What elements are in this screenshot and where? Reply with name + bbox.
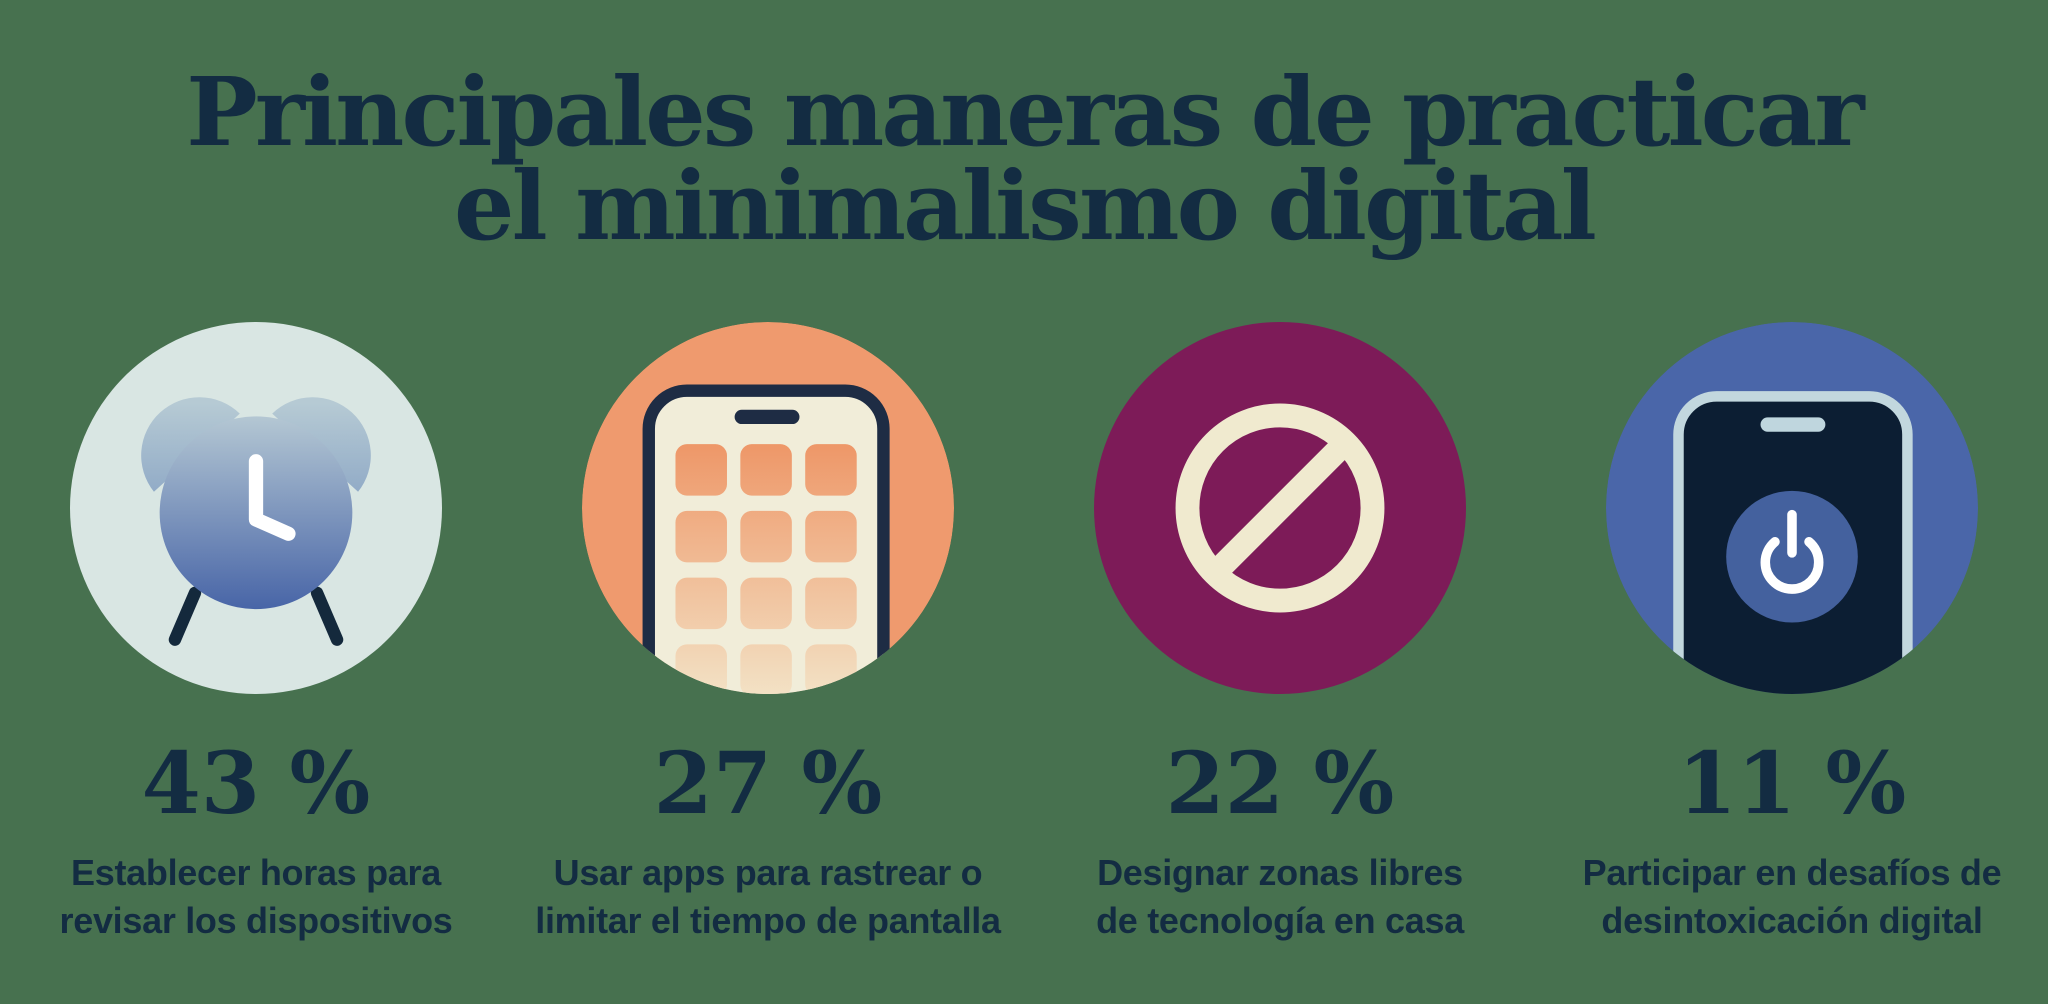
stat-percent: 43 %	[141, 734, 371, 834]
phone-app-grid-svg	[582, 322, 954, 694]
stats-row: 43 % Establecer horas para revisar los d…	[0, 322, 2048, 945]
stat-label: Participar en desafíos de desintoxicació…	[1582, 852, 2002, 941]
stat-item-set-hours: 43 % Establecer horas para revisar los d…	[0, 322, 512, 945]
app-grid	[675, 444, 857, 694]
clock-leg-left	[168, 586, 202, 646]
prohibition-ring	[1175, 403, 1385, 613]
prohibition-icon	[1094, 322, 1466, 694]
prohibition-svg	[1094, 322, 1466, 694]
stat-label: Establecer horas para revisar los dispos…	[59, 852, 453, 941]
stat-item-digital-detox: 11 % Participar en desafíos de desintoxi…	[1536, 322, 2048, 945]
clock-hands	[248, 454, 296, 541]
stat-percent: 11 %	[1677, 734, 1907, 834]
phone-speaker	[734, 409, 800, 425]
alarm-clock-icon	[70, 322, 442, 694]
phone-power-svg	[1606, 322, 1978, 694]
title-line-1: Principales maneras de practicar	[186, 57, 1864, 168]
stat-percent: 27 %	[653, 734, 883, 834]
prohibition-slash	[1205, 433, 1355, 583]
clock-leg-right	[310, 586, 344, 646]
stat-item-screen-time-apps: 27 % Usar apps para rastrear o limitar e…	[512, 322, 1024, 945]
alarm-clock-svg	[70, 322, 442, 694]
phone-speaker	[1760, 417, 1826, 432]
phone-app-grid-icon	[582, 322, 954, 694]
page-title: Principales maneras de practicar el mini…	[0, 0, 2048, 254]
stat-label: Designar zonas libres de tecnología en c…	[1096, 852, 1464, 941]
stat-item-tech-free-zones: 22 % Designar zonas libres de tecnología…	[1024, 322, 1536, 945]
stat-label: Usar apps para rastrear o limitar el tie…	[535, 852, 1001, 941]
title-line-2: el minimalismo digital	[454, 151, 1597, 262]
phone-power-icon	[1606, 322, 1978, 694]
stat-percent: 22 %	[1165, 734, 1395, 834]
power-symbol	[1760, 509, 1824, 594]
